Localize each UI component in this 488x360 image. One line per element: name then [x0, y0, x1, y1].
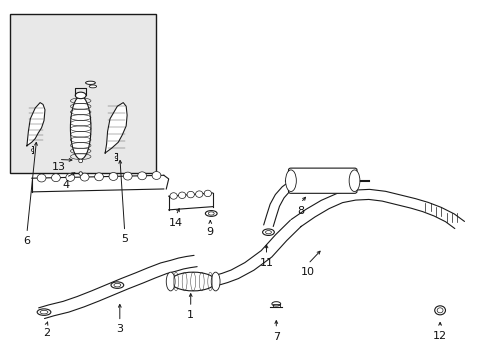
Ellipse shape: [70, 96, 91, 159]
Text: 7: 7: [272, 332, 279, 342]
Text: 1: 1: [187, 310, 194, 320]
Polygon shape: [115, 153, 117, 160]
Ellipse shape: [152, 171, 161, 179]
Bar: [10, 14, 156, 173]
FancyBboxPatch shape: [288, 168, 356, 193]
Ellipse shape: [138, 172, 146, 180]
Ellipse shape: [208, 212, 214, 215]
Ellipse shape: [111, 282, 123, 288]
Ellipse shape: [66, 174, 75, 181]
Ellipse shape: [79, 172, 82, 175]
Polygon shape: [27, 103, 45, 146]
Ellipse shape: [109, 172, 118, 180]
Ellipse shape: [271, 302, 280, 306]
Ellipse shape: [115, 156, 117, 159]
Ellipse shape: [40, 310, 48, 314]
Text: 3: 3: [116, 324, 123, 334]
Ellipse shape: [436, 308, 442, 313]
Ellipse shape: [434, 306, 445, 315]
Text: 6: 6: [23, 236, 30, 246]
Ellipse shape: [348, 170, 359, 192]
Ellipse shape: [186, 192, 194, 198]
Ellipse shape: [37, 309, 51, 315]
Ellipse shape: [178, 192, 185, 198]
Polygon shape: [32, 146, 33, 153]
Ellipse shape: [262, 229, 274, 235]
Ellipse shape: [211, 272, 220, 291]
Ellipse shape: [166, 272, 175, 291]
Ellipse shape: [114, 283, 121, 287]
Text: 5: 5: [121, 234, 128, 244]
Ellipse shape: [170, 272, 215, 291]
Ellipse shape: [37, 174, 46, 182]
Text: 13: 13: [52, 162, 65, 172]
Ellipse shape: [285, 170, 296, 192]
Text: 12: 12: [432, 330, 446, 341]
Text: 9: 9: [206, 227, 213, 237]
Text: 14: 14: [169, 218, 183, 228]
Ellipse shape: [75, 92, 86, 99]
Ellipse shape: [89, 85, 97, 88]
Ellipse shape: [95, 173, 103, 181]
Ellipse shape: [31, 149, 34, 152]
Text: 2: 2: [43, 328, 50, 338]
Ellipse shape: [51, 174, 60, 182]
Polygon shape: [105, 103, 127, 153]
Text: 10: 10: [301, 267, 314, 277]
Text: 11: 11: [259, 258, 273, 268]
Ellipse shape: [265, 231, 271, 234]
Ellipse shape: [205, 211, 217, 216]
Ellipse shape: [170, 193, 177, 199]
Ellipse shape: [85, 81, 95, 85]
Ellipse shape: [79, 159, 82, 163]
Ellipse shape: [123, 172, 132, 180]
Text: 8: 8: [297, 206, 304, 216]
Ellipse shape: [204, 190, 211, 197]
Ellipse shape: [80, 173, 89, 181]
Text: 4: 4: [62, 180, 69, 190]
Ellipse shape: [195, 191, 203, 197]
